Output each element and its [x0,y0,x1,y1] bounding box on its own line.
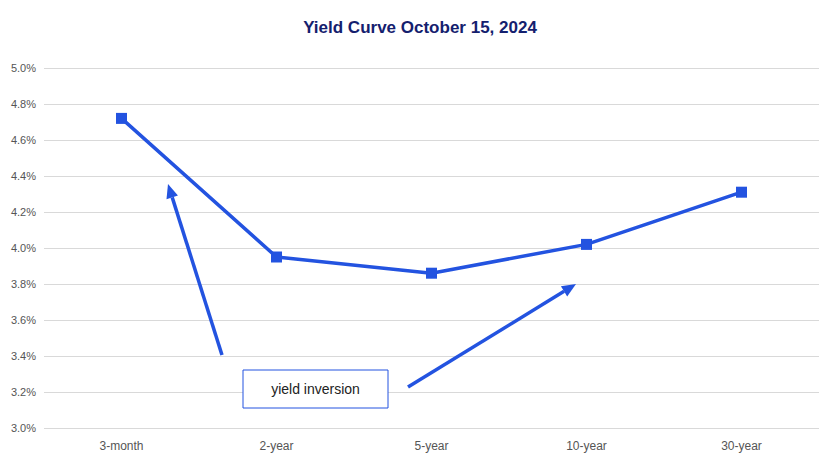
svg-text:4.4%: 4.4% [11,170,36,182]
svg-text:Yield Curve October 15, 2024: Yield Curve October 15, 2024 [303,18,537,37]
svg-text:5.0%: 5.0% [11,62,36,74]
svg-text:3.8%: 3.8% [11,278,36,290]
svg-text:3.0%: 3.0% [11,422,36,434]
svg-text:3.6%: 3.6% [11,314,36,326]
svg-text:3.4%: 3.4% [11,350,36,362]
svg-text:4.0%: 4.0% [11,242,36,254]
svg-text:10-year: 10-year [566,439,607,453]
svg-text:30-year: 30-year [721,439,762,453]
svg-text:yield inversion: yield inversion [271,381,360,397]
svg-text:3.2%: 3.2% [11,386,36,398]
svg-text:4.8%: 4.8% [11,98,36,110]
svg-text:2-year: 2-year [259,439,293,453]
svg-text:3-month: 3-month [99,439,143,453]
svg-text:4.2%: 4.2% [11,206,36,218]
svg-text:5-year: 5-year [414,439,448,453]
svg-text:4.6%: 4.6% [11,134,36,146]
